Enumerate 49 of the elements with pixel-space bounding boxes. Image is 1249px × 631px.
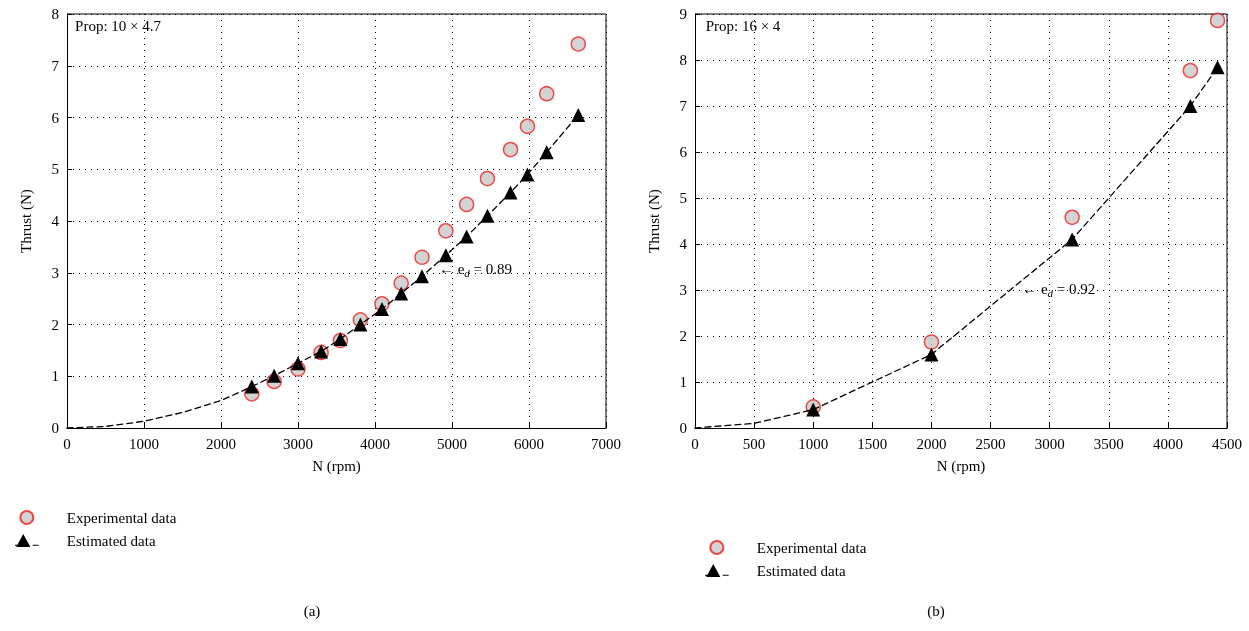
y-axis-title: Thrust (N) [17,189,35,253]
x-tick-label: 0 [63,435,71,452]
y-tick-label: 6 [51,109,60,126]
y-tick-label: 2 [51,316,59,333]
y-tick-label: 6 [679,144,688,160]
x-tick-label: 6000 [514,435,544,452]
y-tick-label: 1 [679,374,687,390]
annotation: Prop: 10 × 4.7 [75,18,162,35]
legend-label: Estimated data [756,562,846,579]
y-tick-label: 2 [679,328,687,344]
x-axis-title: N (rpm) [312,457,361,475]
text: (a) [303,602,321,620]
y-tick-label: 0 [679,420,687,436]
y-tick-label: 7 [679,98,688,114]
x-tick-label: 1000 [129,435,159,452]
y-tick-label: 5 [679,190,687,206]
y-tick-label: 7 [51,57,60,74]
x-tick-label: 2000 [916,435,947,452]
x-tick-label: 7000 [591,435,621,452]
x-tick-label: 500 [742,435,766,452]
x-tick-label: 2500 [975,435,1006,452]
x-tick-label: 4000 [360,435,390,452]
y-axis-title: Thrust (N) [645,189,663,253]
x-tick-label: 1000 [798,435,829,452]
x-tick-label: 1500 [857,435,888,452]
x-tick-label: 4000 [1152,435,1183,452]
y-tick-label: 0 [51,420,59,436]
x-tick-label: 5000 [437,435,467,452]
y-tick-label: 8 [51,6,59,22]
legend-label: Experimental data [756,539,867,556]
y-tick-label: 3 [679,282,687,298]
y-tick-label: 9 [679,6,687,22]
legend-label: Estimated data [66,532,156,549]
x-axis-title: N (rpm) [936,457,986,475]
y-tick-label: 8 [679,52,687,68]
y-tick-label: 5 [51,161,59,178]
x-tick-label: 0 [691,435,699,452]
y-tick-label: 4 [679,236,688,252]
y-tick-label: 4 [51,213,60,229]
text: (b) [927,602,945,620]
x-tick-label: 3000 [1034,435,1065,452]
y-tick-label: 3 [51,264,59,281]
x-tick-label: 4500 [1212,435,1242,452]
x-tick-label: 3000 [283,435,313,452]
x-tick-label: 2000 [206,435,236,452]
y-tick-label: 1 [51,368,59,385]
annotation: Prop: 16 × 4 [705,18,781,35]
x-tick-label: 3500 [1093,435,1124,452]
legend-label: Experimental data [66,509,177,526]
